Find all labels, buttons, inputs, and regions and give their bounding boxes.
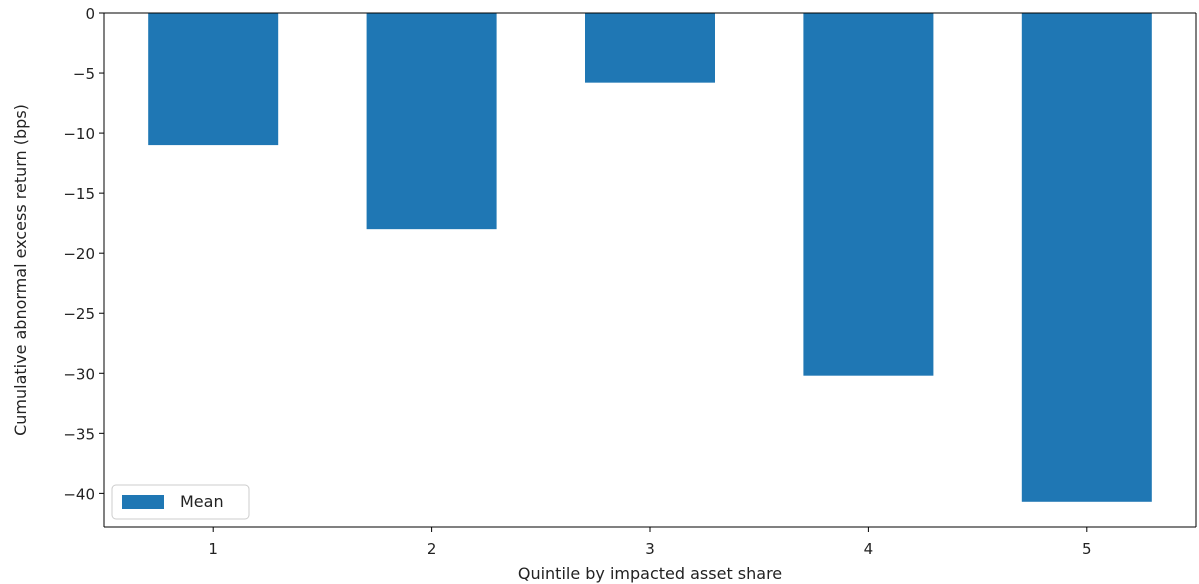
x-tick-label: 2: [427, 540, 437, 558]
y-tick-label: −10: [63, 125, 95, 143]
x-tick-label: 4: [864, 540, 874, 558]
y-tick-label: −40: [63, 485, 95, 503]
legend: Mean: [111, 484, 250, 520]
y-tick-label: −15: [63, 185, 95, 203]
x-tick-label: 3: [645, 540, 655, 558]
bar-quintile-1: [148, 13, 279, 146]
y-tick-label: −30: [63, 365, 95, 383]
axes-layer: [103, 12, 1197, 528]
x-tick-label: 1: [208, 540, 218, 558]
bars-layer: [148, 13, 1152, 502]
ticks-layer: 0 −5 −10 −15 −20 −25 −30 −35 −40 1 2 3 4 5: [63, 5, 1091, 558]
bar-quintile-4: [803, 13, 934, 376]
bar-quintile-5: [1021, 13, 1152, 502]
legend-swatch-mean: [122, 495, 164, 509]
bar-quintile-2: [366, 13, 497, 230]
y-tick-label: 0: [85, 5, 95, 23]
legend-frame: [111, 484, 250, 520]
y-tick-label: −25: [63, 305, 95, 323]
y-tick-label: −20: [63, 245, 95, 263]
y-tick-label: −35: [63, 425, 95, 443]
legend-label-mean: Mean: [180, 492, 224, 511]
x-axis-title: Quintile by impacted asset share: [518, 564, 782, 583]
bar-quintile-3: [585, 13, 715, 83]
y-axis-title: Cumulative abnormal excess return (bps): [11, 104, 30, 436]
y-tick-label: −5: [73, 65, 95, 83]
x-tick-label: 5: [1082, 540, 1092, 558]
